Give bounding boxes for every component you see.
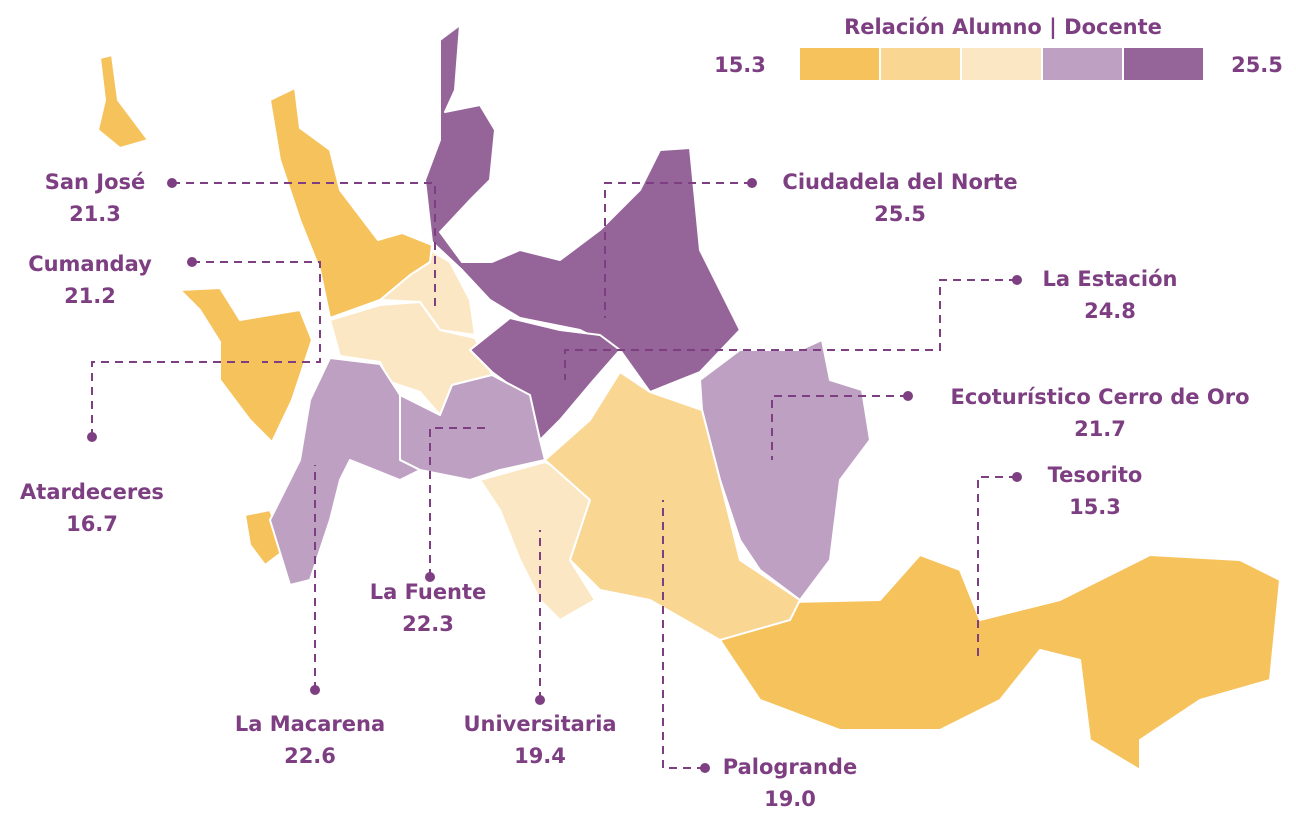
region [269, 357, 421, 586]
region-value: 22.6 [284, 744, 336, 768]
region-name: Tesorito [1048, 463, 1143, 487]
leader-line [771, 395, 908, 460]
region [269, 87, 433, 319]
region-name: La Macarena [235, 712, 385, 736]
region-value: 19.4 [514, 744, 566, 768]
leader-line [429, 427, 485, 577]
region-value: 22.3 [402, 612, 454, 636]
region [424, 24, 741, 393]
leader-dot [700, 763, 710, 773]
region-value: 24.8 [1084, 299, 1136, 323]
region-name: Ecoturístico Cerro de Oro [950, 385, 1249, 409]
legend-swatch [962, 48, 1041, 80]
leader-dot [167, 178, 177, 188]
leader-line [192, 261, 321, 363]
leader-dot [310, 685, 320, 695]
leader-dot [1012, 472, 1022, 482]
region [544, 371, 801, 641]
leader-dot [87, 432, 97, 442]
legend-swatch [800, 48, 879, 80]
leader-line [604, 182, 752, 318]
leader-line [662, 500, 705, 769]
leader-line [91, 361, 252, 437]
region-value: 15.3 [1069, 495, 1121, 519]
leader-line [977, 476, 1017, 660]
region [97, 54, 149, 149]
region [719, 554, 1281, 771]
leader-dot [747, 178, 757, 188]
region [699, 339, 871, 601]
region-value: 19.0 [764, 787, 816, 811]
region-name: Universitaria [463, 712, 616, 736]
region-value: 21.2 [64, 284, 116, 308]
leader-dot [535, 695, 545, 705]
legend-title: Relación Alumno | Docente [844, 15, 1162, 40]
legend-swatch [1124, 48, 1203, 80]
region-value: 21.7 [1074, 417, 1126, 441]
region-name: San José [45, 170, 146, 194]
legend [800, 48, 1203, 80]
legend-min: 15.3 [714, 53, 766, 77]
leader-dot [903, 391, 913, 401]
region-name: La Estación [1043, 267, 1178, 291]
labels: San José 21.3 Cumanday 21.2 Atardeceres 16.7 C… [20, 170, 1249, 811]
region-name: Ciudadela del Norte [782, 170, 1017, 194]
region-value: 21.3 [69, 202, 121, 226]
leader-dot [425, 572, 435, 582]
region-value: 16.7 [66, 512, 118, 536]
regions [97, 24, 1281, 771]
legend-swatch [1043, 48, 1122, 80]
region [179, 287, 313, 443]
region-name: Atardeceres [20, 480, 164, 504]
leader-dot [1012, 275, 1022, 285]
legend-max: 25.5 [1231, 53, 1283, 77]
leader-dot [187, 257, 197, 267]
leaders [87, 178, 1022, 773]
legend-swatch [881, 48, 960, 80]
leader-line [172, 182, 436, 310]
region-name: Palogrande [723, 755, 857, 779]
leader-line [564, 279, 1017, 380]
region-name: La Fuente [370, 580, 487, 604]
region-value: 25.5 [874, 202, 926, 226]
region-name: Cumanday [28, 252, 152, 276]
